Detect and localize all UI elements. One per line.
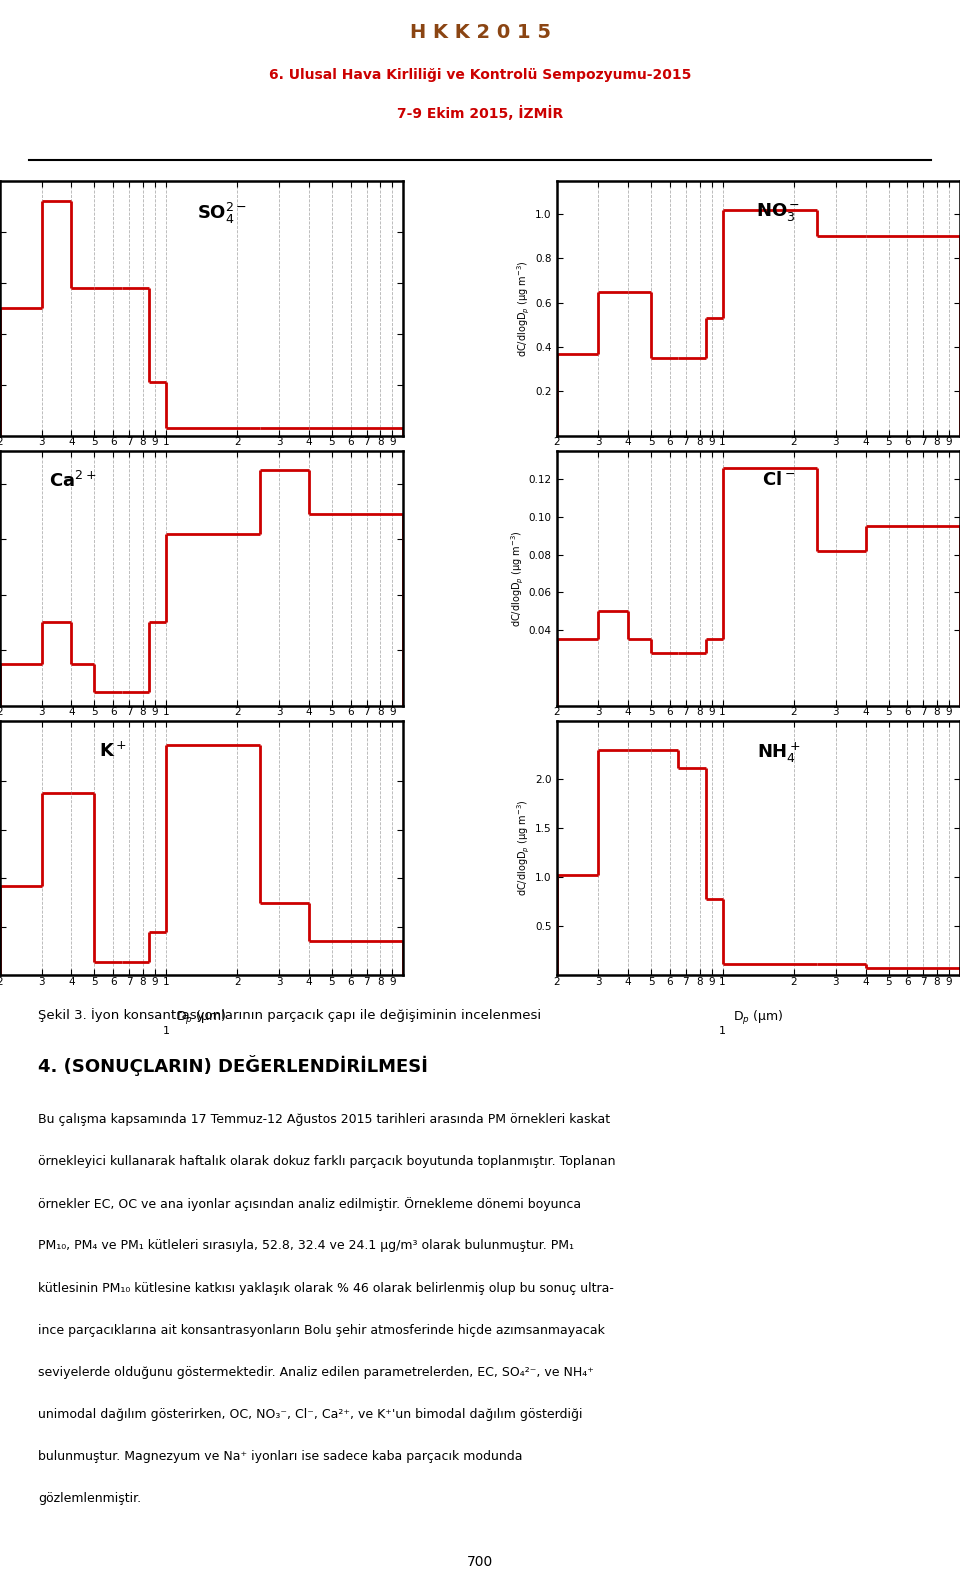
Text: seviyelerde olduğunu göstermektedir. Analiz edilen parametrelerden, EC, SO₄²⁻, v: seviyelerde olduğunu göstermektedir. Ana… [38,1365,594,1379]
X-axis label: D$_p$ (μm): D$_p$ (μm) [733,1009,783,1028]
Text: K$^+$: K$^+$ [99,741,127,760]
Text: bulunmuştur. Magnezyum ve Na⁺ iyonları ise sadece kaba parçacık modunda: bulunmuştur. Magnezyum ve Na⁺ iyonları i… [38,1449,523,1464]
Text: kütlesinin PM₁₀ kütlesine katkısı yaklaşık olarak % 46 olarak belirlenmiş olup b: kütlesinin PM₁₀ kütlesine katkısı yaklaş… [38,1282,614,1295]
Text: 4. (SONUÇLARIN) DEĞERLENDİRİLMESİ: 4. (SONUÇLARIN) DEĞERLENDİRİLMESİ [38,1055,428,1076]
Text: unimodal dağılım gösterirken, OC, NO₃⁻, Cl⁻, Ca²⁺, ve K⁺'un bimodal dağılım göst: unimodal dağılım gösterirken, OC, NO₃⁻, … [38,1408,583,1421]
Text: ince parçacıklarına ait konsantrasyonların Bolu şehir atmosferinde hiçde azımsan: ince parçacıklarına ait konsantrasyonlar… [38,1324,605,1336]
X-axis label: D$_p$ (μm): D$_p$ (μm) [177,1009,227,1028]
Text: 1: 1 [719,487,726,496]
Text: 700: 700 [467,1556,493,1569]
Text: NO$_3^-$: NO$_3^-$ [756,200,801,223]
X-axis label: D$_p$ (μm): D$_p$ (μm) [177,740,227,757]
Text: 1: 1 [719,756,726,767]
Text: 6. Ulusal Hava Kirliliği ve Kontrolü Sempozyumu-2015: 6. Ulusal Hava Kirliliği ve Kontrolü Sem… [269,68,691,83]
X-axis label: D$_p$ (μm): D$_p$ (μm) [733,740,783,757]
Text: H K K 2 0 1 5: H K K 2 0 1 5 [410,24,550,43]
Y-axis label: dC/dlogD$_p$ (μg m$^{-3}$): dC/dlogD$_p$ (μg m$^{-3}$) [516,800,533,896]
Text: 1: 1 [719,1026,726,1036]
Text: Bu çalışma kapsamında 17 Temmuz-12 Ağustos 2015 tarihleri arasında PM örnekleri : Bu çalışma kapsamında 17 Temmuz-12 Ağust… [38,1114,611,1126]
Y-axis label: dC/dlogD$_p$ (μg m$^{-3}$): dC/dlogD$_p$ (μg m$^{-3}$) [516,259,533,356]
Text: Cl$^-$: Cl$^-$ [762,471,795,488]
Text: SO$_4^{2-}$: SO$_4^{2-}$ [197,200,247,226]
Text: PM₁₀, PM₄ ve PM₁ kütleleri sırasıyla, 52.8, 32.4 ve 24.1 μg/m³ olarak bulunmuştu: PM₁₀, PM₄ ve PM₁ kütleleri sırasıyla, 52… [38,1239,574,1252]
X-axis label: D$_p$ (μm): D$_p$ (μm) [733,469,783,487]
Text: örnekleyici kullanarak haftalık olarak dokuz farklı parçacık boyutunda toplanmış: örnekleyici kullanarak haftalık olarak d… [38,1155,616,1168]
Text: gözlemlenmiştir.: gözlemlenmiştir. [38,1492,141,1505]
Y-axis label: dC/dlogD$_p$ (μg m$^{-3}$): dC/dlogD$_p$ (μg m$^{-3}$) [510,530,526,627]
X-axis label: D$_p$ (μm): D$_p$ (μm) [177,469,227,487]
Text: NH$_4^+$: NH$_4^+$ [756,741,801,765]
Text: 1: 1 [162,756,170,767]
Text: örnekler EC, OC ve ana iyonlar açısından analiz edilmiştir. Örnekleme dönemi boy: örnekler EC, OC ve ana iyonlar açısından… [38,1198,582,1211]
Text: Şekil 3. İyon konsantrasyonlarının parçacık çapı ile değişiminin incelenmesi: Şekil 3. İyon konsantrasyonlarının parça… [38,1009,541,1021]
Text: Ca$^{2+}$: Ca$^{2+}$ [49,471,96,492]
Text: 1: 1 [162,487,170,496]
Text: 7-9 Ekim 2015, İZMİR: 7-9 Ekim 2015, İZMİR [396,107,564,121]
Text: 1: 1 [162,1026,170,1036]
